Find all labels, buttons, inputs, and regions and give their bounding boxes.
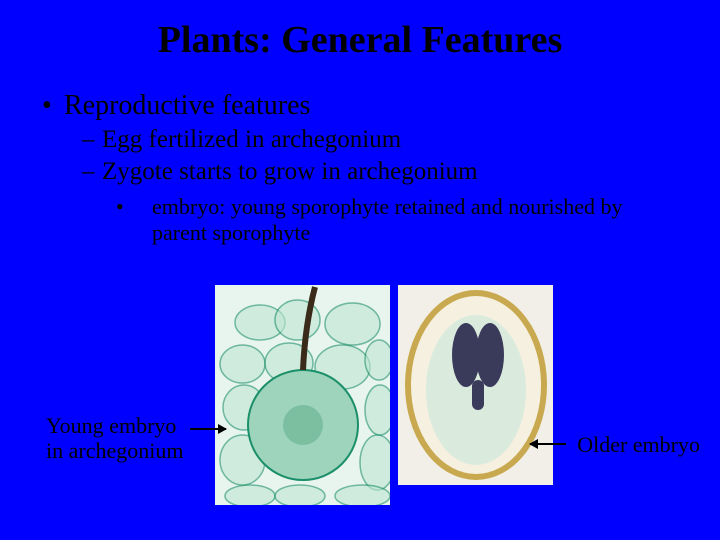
bullet-level2-b: –Zygote starts to grow in archegonium — [0, 158, 720, 186]
bullet-level2-a: –Egg fertilized in archegonium — [0, 126, 720, 154]
slide-title: Plants: General Features — [0, 0, 720, 72]
label-older-embryo: Older embryo — [577, 432, 700, 458]
image-older-embryo — [398, 285, 553, 485]
bullet-l1-text: Reproductive features — [64, 90, 310, 121]
bullet-dot: • — [42, 90, 64, 122]
bullet-level3: •embryo: young sporophyte retained and n… — [0, 194, 720, 247]
bullet-l2a-text: Egg fertilized in archegonium — [102, 126, 401, 153]
bullet-l2b-text: Zygote starts to grow in archegonium — [102, 158, 478, 185]
bullet-level1: •Reproductive features — [0, 90, 720, 122]
label-young-embryo: Young embryo in archegonium — [46, 413, 183, 464]
arrow-right-icon — [190, 428, 226, 430]
bullet-dot-small: • — [134, 194, 152, 220]
arrow-left-icon — [530, 443, 566, 445]
dash-icon: – — [82, 126, 102, 154]
bullet-l3-text: embryo: young sporophyte retained and no… — [152, 194, 622, 245]
dash-icon: – — [82, 158, 102, 186]
label-young-line1: Young embryo — [46, 413, 183, 438]
image-young-embryo — [215, 285, 390, 505]
image-row — [215, 285, 553, 505]
label-young-line2: in archegonium — [46, 438, 183, 463]
